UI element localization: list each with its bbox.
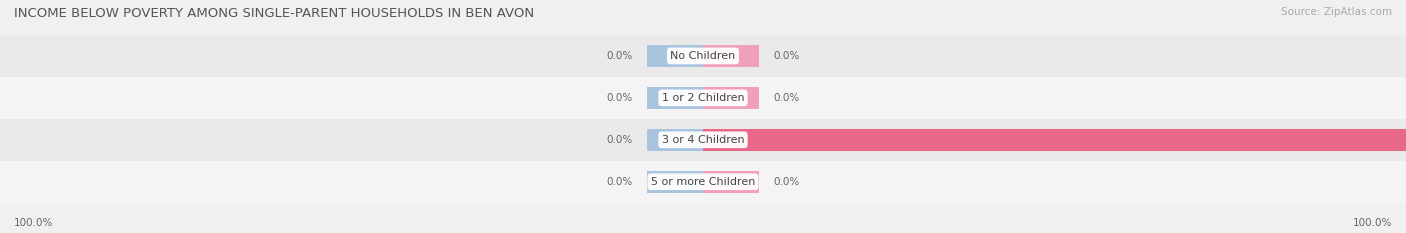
Text: No Children: No Children [671, 51, 735, 61]
Text: Source: ZipAtlas.com: Source: ZipAtlas.com [1281, 7, 1392, 17]
Text: 0.0%: 0.0% [773, 177, 800, 187]
Text: 0.0%: 0.0% [606, 51, 633, 61]
Bar [0, 119, 1406, 161]
Text: 0.0%: 0.0% [773, 51, 800, 61]
Bar [703, 171, 759, 193]
Bar [0, 161, 1406, 203]
Bar [0, 77, 1406, 119]
Text: 0.0%: 0.0% [606, 135, 633, 145]
Bar [0, 35, 1406, 77]
Text: 3 or 4 Children: 3 or 4 Children [662, 135, 744, 145]
Text: 5 or more Children: 5 or more Children [651, 177, 755, 187]
Bar [647, 129, 703, 151]
Bar [647, 87, 703, 109]
Text: 100.0%: 100.0% [1353, 218, 1392, 228]
Text: 100.0%: 100.0% [14, 218, 53, 228]
Bar [703, 129, 1406, 151]
Text: 0.0%: 0.0% [773, 93, 800, 103]
Text: 0.0%: 0.0% [606, 177, 633, 187]
Bar [703, 45, 759, 67]
Bar [647, 45, 703, 67]
Text: INCOME BELOW POVERTY AMONG SINGLE-PARENT HOUSEHOLDS IN BEN AVON: INCOME BELOW POVERTY AMONG SINGLE-PARENT… [14, 7, 534, 20]
Text: 0.0%: 0.0% [606, 93, 633, 103]
Bar [703, 87, 759, 109]
Text: 1 or 2 Children: 1 or 2 Children [662, 93, 744, 103]
Bar [647, 171, 703, 193]
